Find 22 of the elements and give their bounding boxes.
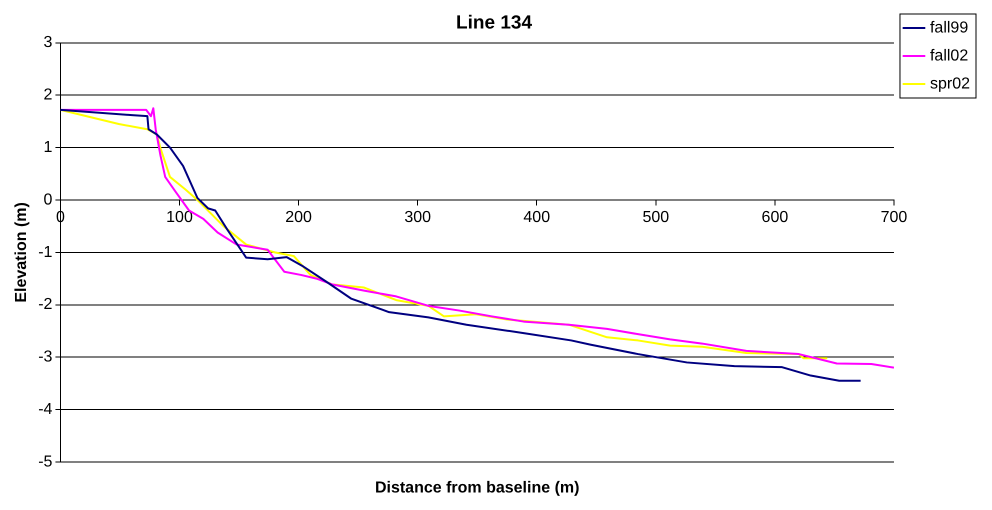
legend-label: fall99 bbox=[930, 19, 968, 36]
chart-title: Line 134 bbox=[456, 12, 532, 34]
x-tick-label: 100 bbox=[166, 209, 193, 226]
y-tick-label: -5 bbox=[38, 453, 53, 470]
x-axis-title: Distance from baseline (m) bbox=[374, 479, 580, 496]
x-tick-label: 500 bbox=[642, 209, 670, 226]
legend-label: spr02 bbox=[930, 75, 970, 92]
x-tick-label: 600 bbox=[762, 209, 788, 226]
legend-label: fall02 bbox=[930, 47, 968, 64]
y-tick-label: 1 bbox=[44, 139, 53, 156]
y-tick-label: -2 bbox=[38, 296, 53, 314]
y-tick-label: -1 bbox=[38, 244, 53, 261]
x-tick-label: 300 bbox=[404, 209, 432, 226]
y-tick-label: 2 bbox=[44, 86, 53, 104]
y-tick-label: 3 bbox=[44, 34, 53, 52]
y-axis-title: Elevation (m) bbox=[13, 202, 30, 303]
x-tick-label: 400 bbox=[523, 209, 550, 226]
y-tick-label: -4 bbox=[38, 401, 53, 418]
x-tick-label: 200 bbox=[285, 209, 312, 226]
x-tick-label: 700 bbox=[880, 209, 908, 226]
y-tick-label: 0 bbox=[44, 191, 53, 208]
y-tick-label: -3 bbox=[38, 348, 53, 366]
